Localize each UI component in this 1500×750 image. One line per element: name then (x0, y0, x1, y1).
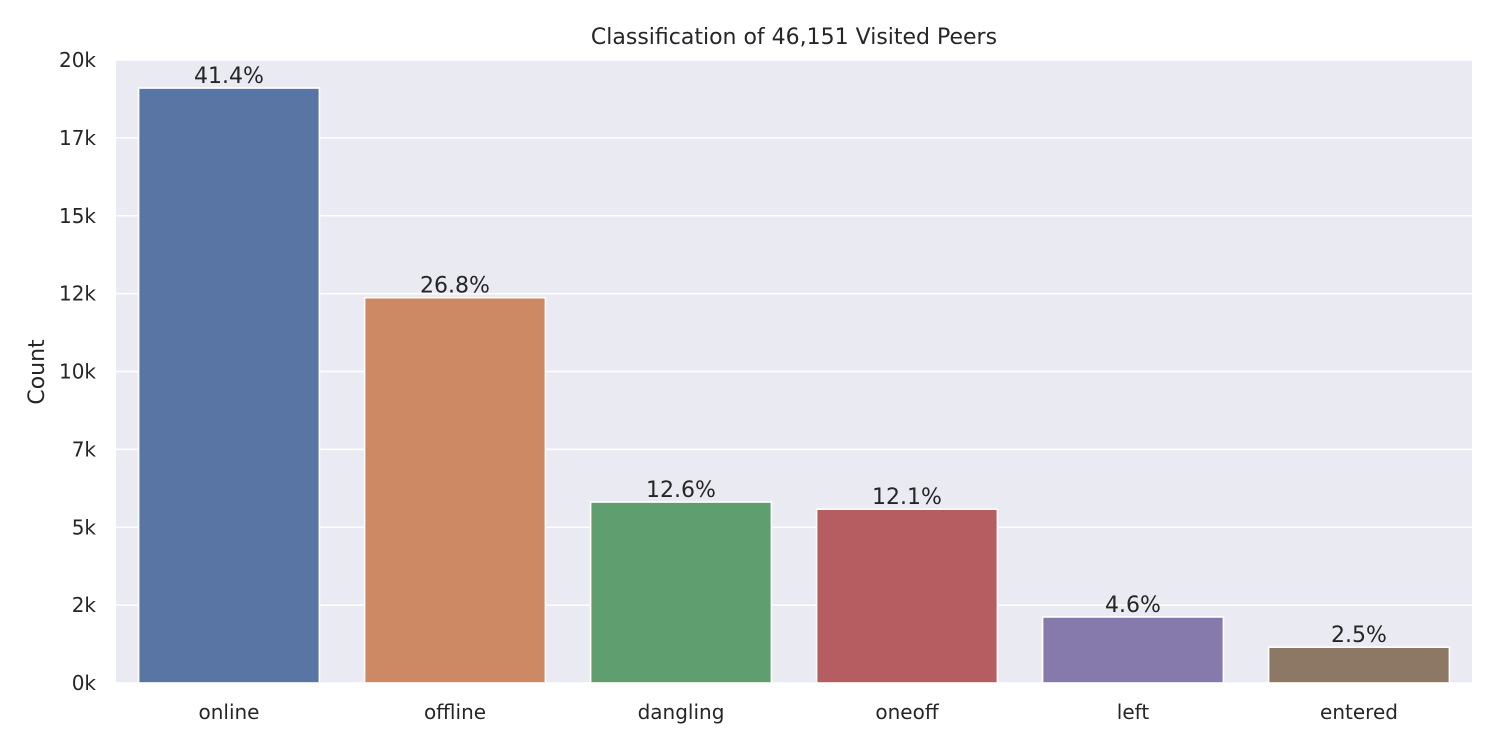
bar-left (1041, 616, 1225, 684)
x-tick-label: offline (424, 700, 486, 724)
y-tick-label: 15k (59, 204, 96, 228)
bar-oneoff (815, 508, 999, 684)
y-tick-label: 10k (59, 360, 96, 384)
y-tick-label: 12k (59, 282, 96, 306)
bar-value-label: 2.5% (1331, 623, 1387, 648)
x-tick-label: entered (1320, 700, 1398, 724)
y-tick-label: 17k (59, 126, 96, 150)
bar-value-labels: 41.4% 26.8% 12.6% 12.1% 4.6% 2.5% (194, 64, 1387, 648)
bar-offline (363, 296, 547, 684)
y-axis-label: Count (25, 339, 50, 405)
x-tick-label: oneoff (875, 700, 939, 724)
x-axis-ticks: online offline dangling oneoff left entered (198, 700, 1397, 724)
gridlines (116, 59, 1472, 684)
bar-entered (1267, 646, 1451, 684)
y-tick-label: 7k (72, 437, 97, 461)
bar-value-label: 4.6% (1105, 593, 1161, 618)
x-tick-label: left (1117, 700, 1150, 724)
y-tick-label: 20k (59, 48, 96, 72)
bar-value-label: 26.8% (420, 274, 490, 299)
chart-title: Classification of 46,151 Visited Peers (591, 25, 997, 50)
x-tick-label: dangling (638, 700, 725, 724)
bars (137, 87, 1451, 684)
bar-value-label: 41.4% (194, 64, 264, 89)
y-tick-label: 2k (72, 593, 97, 617)
bar-dangling (589, 501, 773, 684)
y-tick-label: 5k (72, 515, 97, 539)
bar-value-label: 12.1% (872, 485, 942, 510)
y-axis-ticks: 0k 2k 5k 7k 10k 12k 15k 17k 20k (59, 48, 96, 695)
y-tick-label: 0k (72, 671, 97, 695)
x-tick-label: online (198, 700, 259, 724)
bar-online (137, 87, 321, 684)
bar-value-label: 12.6% (646, 478, 716, 503)
